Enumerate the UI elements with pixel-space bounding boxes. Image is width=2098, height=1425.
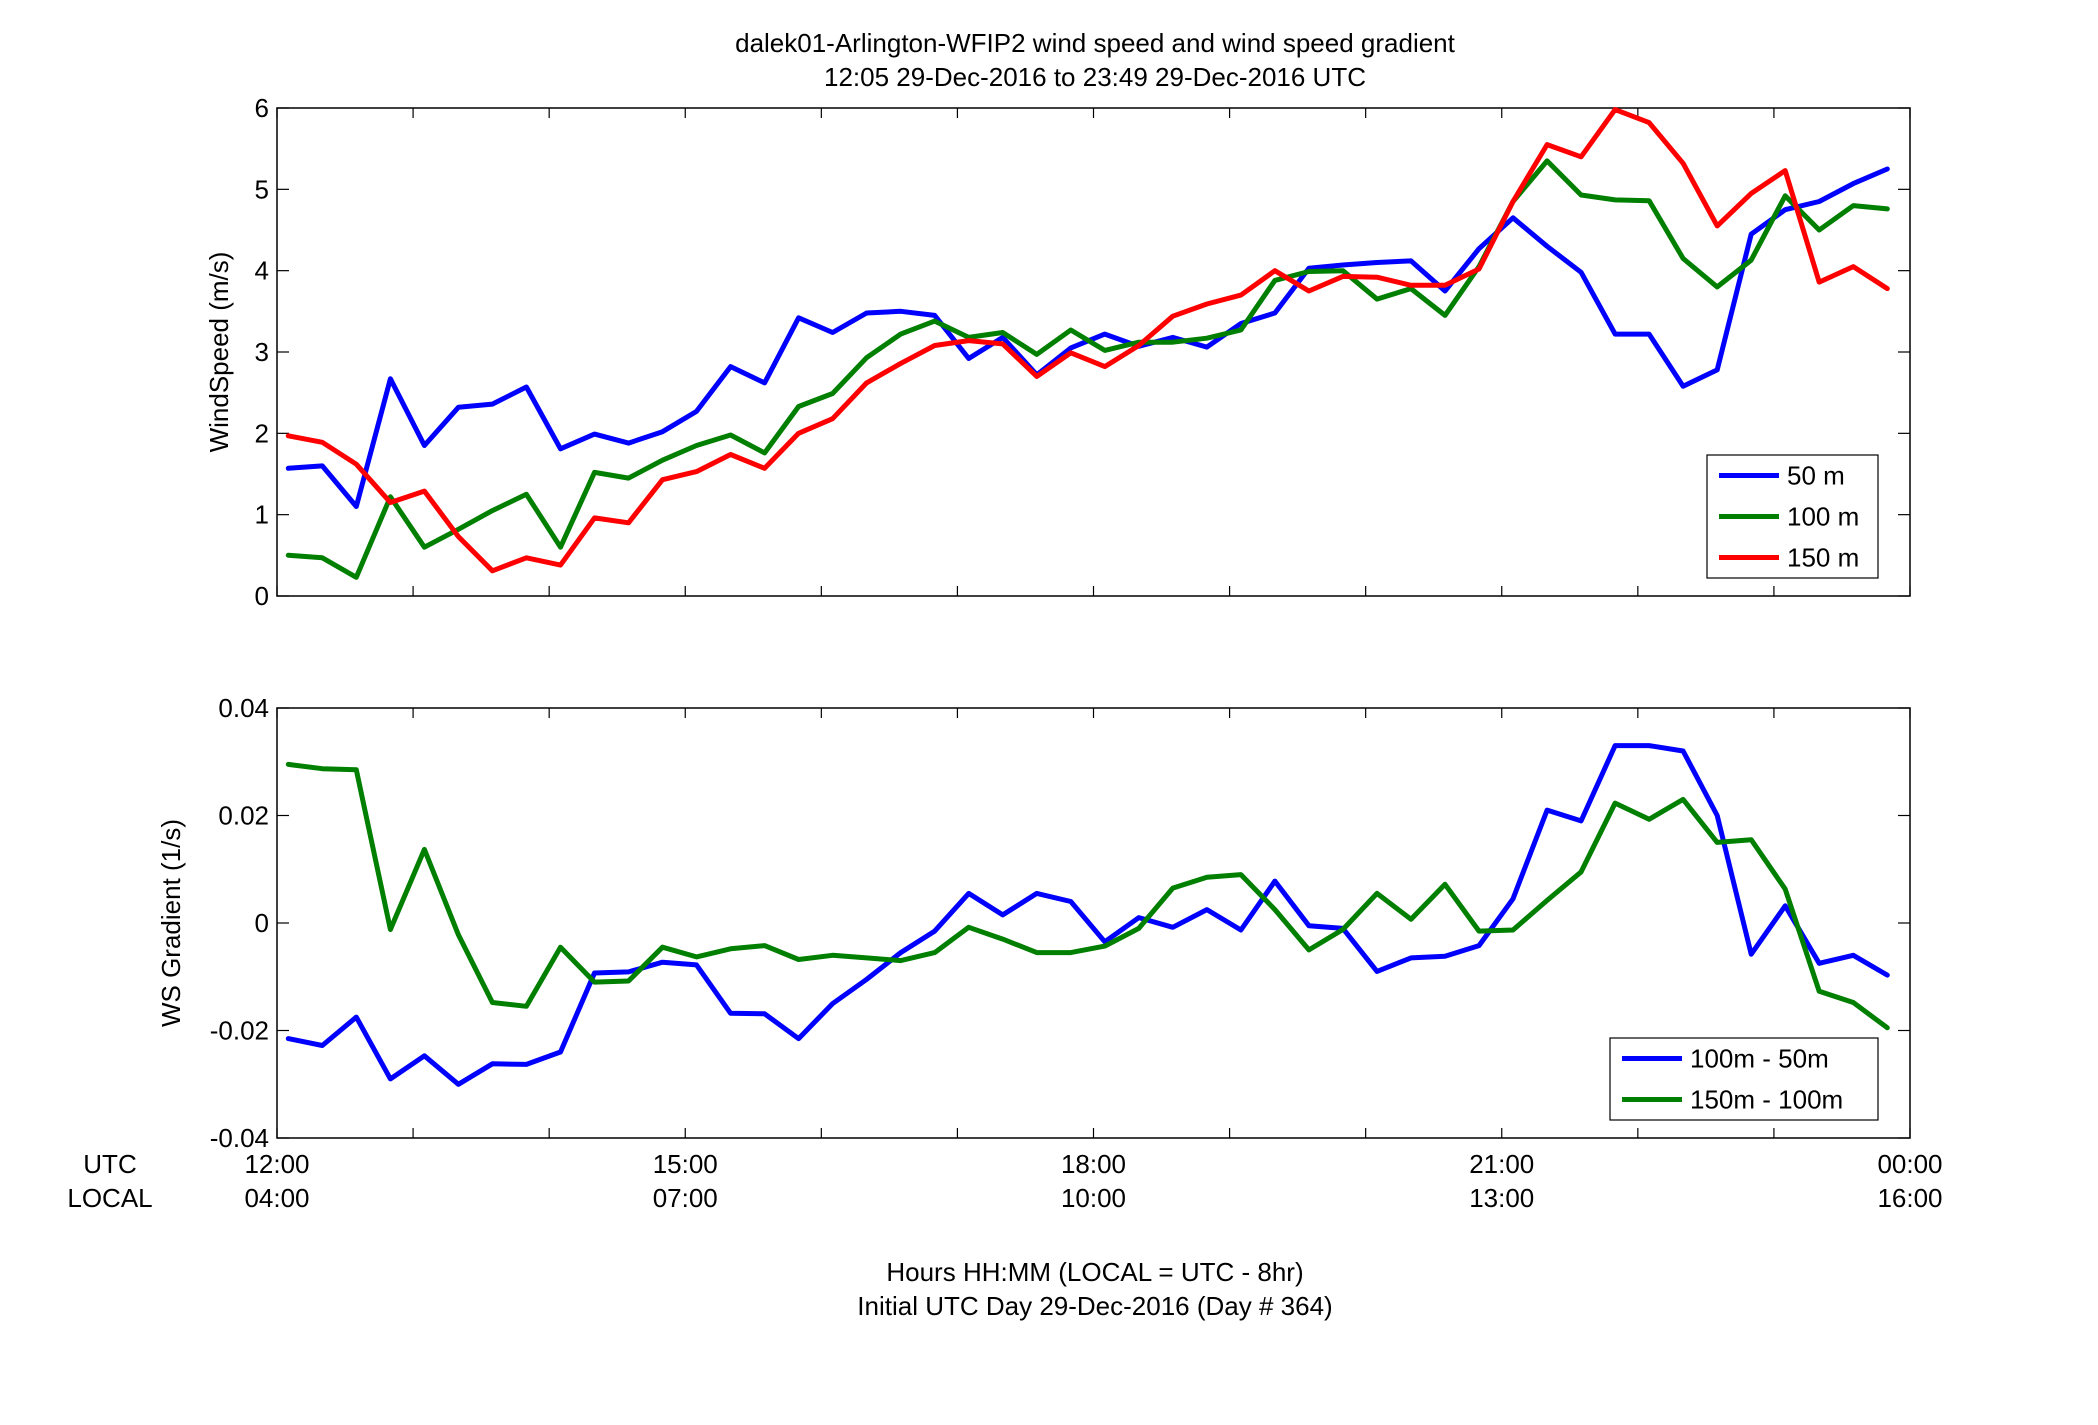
y-tick-label: -0.04 (210, 1123, 269, 1153)
legend-entry: 150m - 100m (1690, 1085, 1843, 1115)
y-tick-label: 2 (255, 418, 269, 448)
x-tick-label-local: 10:00 (1061, 1183, 1126, 1213)
series-line-150-m (285, 107, 1890, 574)
x-tick-label-local: 16:00 (1877, 1183, 1942, 1213)
y-tick-label: 6 (255, 93, 269, 123)
windspeed-panel: 0 1 2 3 4 5 6 WindSpeed (m/s) 50 m 100 m 150 m (204, 93, 1911, 611)
x-tick-label-utc: 15:00 (653, 1149, 718, 1179)
figure-title-line1: dalek01-Arlington-WFIP2 wind speed and w… (735, 28, 1456, 58)
gradient-panel: -0.04 -0.02 0 0.02 0.04 WS Gradient (1/s) 100m… (156, 693, 1911, 1153)
y-tick-label: 0.02 (218, 801, 269, 831)
y-tick-label: 1 (255, 500, 269, 530)
plot-frame (276, 107, 1911, 597)
y-tick-label: 3 (255, 337, 269, 367)
legend-entry: 100m - 50m (1690, 1044, 1829, 1074)
series-line-150m-100m (285, 761, 1890, 1031)
y-axis-label: WS Gradient (1/s) (156, 819, 186, 1027)
figure-title-line2: 12:05 29-Dec-2016 to 23:49 29-Dec-2016 U… (824, 62, 1366, 92)
legend: 100m - 50m 150m - 100m (1609, 1037, 1879, 1121)
legend-entry: 150 m (1787, 543, 1859, 573)
time-axis-labels: 12:00 04:00 15:00 07:00 18:00 10:00 21:00 13:00… (244, 1149, 1942, 1213)
row-label-utc: UTC (83, 1149, 136, 1179)
series-line-100m-50m (285, 743, 1890, 1087)
y-tick-label: 4 (255, 256, 269, 286)
legend-entry: 100 m (1787, 502, 1859, 532)
y-tick-label: 0.04 (218, 693, 269, 723)
legend: 50 m 100 m 150 m (1706, 454, 1879, 579)
row-label-local: LOCAL (67, 1183, 152, 1213)
x-tick-label-local: 07:00 (653, 1183, 718, 1213)
x-axis-label-line2: Initial UTC Day 29-Dec-2016 (Day # 364) (857, 1291, 1332, 1321)
x-tick-label-local: 13:00 (1469, 1183, 1534, 1213)
x-tick-label-utc: 12:00 (244, 1149, 309, 1179)
y-tick-label: -0.02 (210, 1016, 269, 1046)
legend-entry: 50 m (1787, 461, 1845, 491)
y-tick-label: 0 (255, 908, 269, 938)
x-axis-label-line1: Hours HH:MM (LOCAL = UTC - 8hr) (886, 1257, 1303, 1287)
y-axis-label: WindSpeed (m/s) (204, 252, 234, 453)
x-tick-label-local: 04:00 (244, 1183, 309, 1213)
y-tick-label: 0 (255, 581, 269, 611)
legend-box (1609, 1037, 1879, 1121)
x-tick-label-utc: 00:00 (1877, 1149, 1942, 1179)
series-line-100-m (285, 158, 1890, 580)
x-tick-label-utc: 21:00 (1469, 1149, 1534, 1179)
x-tick-label-utc: 18:00 (1061, 1149, 1126, 1179)
y-tick-label: 5 (255, 174, 269, 204)
